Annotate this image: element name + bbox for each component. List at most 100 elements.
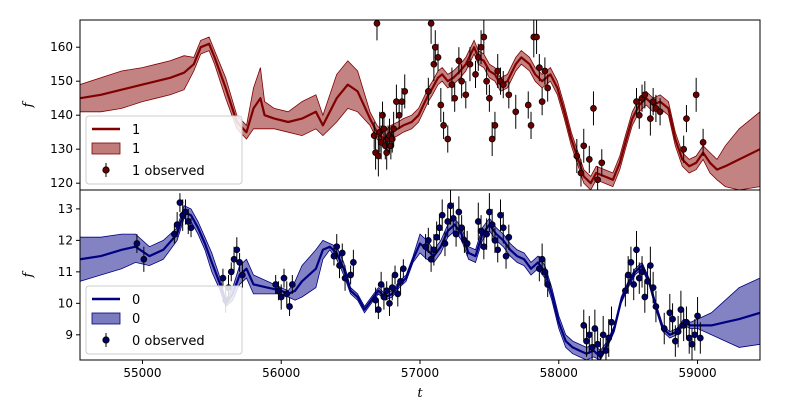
bottom-observed-point (641, 293, 649, 301)
bottom-observed-point (669, 315, 676, 323)
top-observed-point (590, 105, 597, 112)
top-observed-point (458, 77, 465, 85)
bottom-observed-point (483, 230, 490, 238)
bottom-observed-point (350, 259, 357, 266)
bottom-observed-point (286, 303, 293, 310)
x-tick-label: 58000 (540, 366, 578, 380)
bottom-observed-point (694, 312, 701, 320)
bottom-observed-point (377, 281, 385, 288)
top-observed-point (395, 111, 403, 119)
bottom-observed-point (691, 331, 699, 339)
top-y-axis: 120 130 140 150 160 (50, 40, 80, 190)
bottom-observed-point (685, 334, 693, 342)
top-observed-point (381, 142, 389, 150)
bottom-y-axis: 9 10 11 12 13 (58, 202, 80, 342)
top-observed-point (483, 77, 490, 85)
top-observed-point (594, 176, 601, 184)
top-panel: 120 130 140 150 160 f 1 1 1 observed (21, 19, 761, 191)
bottom-observed-point (480, 243, 488, 251)
top-observed-point (656, 108, 664, 116)
bottom-observed-point (283, 290, 291, 298)
bottom-plot-area (80, 190, 760, 360)
top-y-axis-label: f (21, 100, 36, 108)
top-legend: 1 1 1 observed (85, 115, 243, 185)
bottom-observed-point (383, 287, 391, 295)
top-observed-points (370, 20, 707, 190)
bottom-observed-point (438, 211, 446, 219)
top-y-tick-label: 160 (50, 40, 73, 54)
bottom-observed-point (602, 347, 610, 354)
bottom-observed-point (477, 227, 485, 235)
bottom-observed-point (272, 281, 280, 288)
top-observed-point (401, 88, 409, 95)
bottom-observed-point (182, 208, 189, 216)
bottom-observed-point (622, 287, 629, 295)
top-observed-point (424, 88, 432, 95)
top-observed-point (512, 108, 520, 116)
bottom-observed-point (666, 309, 674, 317)
bottom-observed-point (275, 287, 282, 295)
top-observed-point (505, 91, 513, 99)
bottom-observed-point (424, 237, 432, 244)
top-observed-point (462, 91, 470, 99)
top-observed-point (480, 33, 488, 41)
bottom-observed-point (422, 243, 429, 251)
bottom-observed-point (219, 274, 227, 282)
bottom-observed-point (280, 274, 288, 282)
bottom-legend-box (85, 285, 243, 355)
top-legend-point-swatch (102, 166, 110, 174)
top-observed-point (499, 81, 507, 88)
bottom-observed-point (430, 246, 438, 254)
bottom-observed-point (505, 233, 513, 241)
bottom-observed-point (638, 268, 646, 276)
bottom-observed-point (171, 230, 178, 238)
bottom-observed-point (338, 249, 346, 257)
bottom-observed-point (491, 237, 499, 244)
bottom-observed-point (330, 252, 338, 260)
bottom-observed-point (497, 211, 504, 219)
top-observed-point (598, 159, 606, 167)
bottom-observed-point (688, 340, 696, 348)
top-observed-point (538, 98, 546, 105)
bottom-observed-point (187, 224, 195, 232)
bottom-observed-point (583, 337, 590, 345)
bottom-observed-point (538, 255, 546, 263)
bottom-observed-point (649, 284, 657, 291)
top-y-tick-label: 140 (50, 108, 73, 122)
bottom-observed-point (647, 262, 654, 269)
bottom-observed-points (133, 190, 704, 360)
bottom-observed-point (499, 224, 507, 232)
bottom-observed-point (599, 331, 607, 339)
bottom-observed-point (605, 334, 613, 342)
top-observed-point (390, 125, 397, 133)
top-observed-point (486, 94, 493, 102)
bottom-observed-point (608, 318, 615, 326)
bottom-observed-point (341, 274, 349, 282)
top-observed-point (533, 33, 540, 41)
bottom-observed-point (474, 218, 482, 225)
bottom-observed-point (333, 243, 341, 251)
bottom-legend-label-line: 0 (132, 293, 140, 308)
top-observed-point (647, 115, 654, 122)
x-tick-label: 59000 (678, 366, 716, 380)
top-observed-point (388, 135, 396, 143)
top-observed-point (633, 98, 640, 105)
bottom-observed-point (447, 202, 454, 210)
top-observed-point (383, 149, 391, 156)
top-observed-point (430, 60, 438, 68)
bottom-axes-frame (79, 189, 761, 361)
top-observed-point (375, 152, 382, 160)
bottom-observed-point (391, 271, 399, 279)
top-observed-point (494, 67, 502, 75)
top-observed-point (373, 20, 381, 27)
top-observed-point (692, 91, 700, 99)
bottom-y-axis-label: f (21, 270, 36, 278)
bottom-legend-band-swatch (91, 312, 121, 325)
bottom-observed-point (580, 322, 588, 329)
bottom-observed-point (176, 199, 184, 206)
bottom-observed-point (388, 284, 396, 291)
bottom-observed-point (683, 318, 690, 326)
top-observed-point (440, 122, 447, 129)
x-tick-label: 55000 (123, 366, 161, 380)
